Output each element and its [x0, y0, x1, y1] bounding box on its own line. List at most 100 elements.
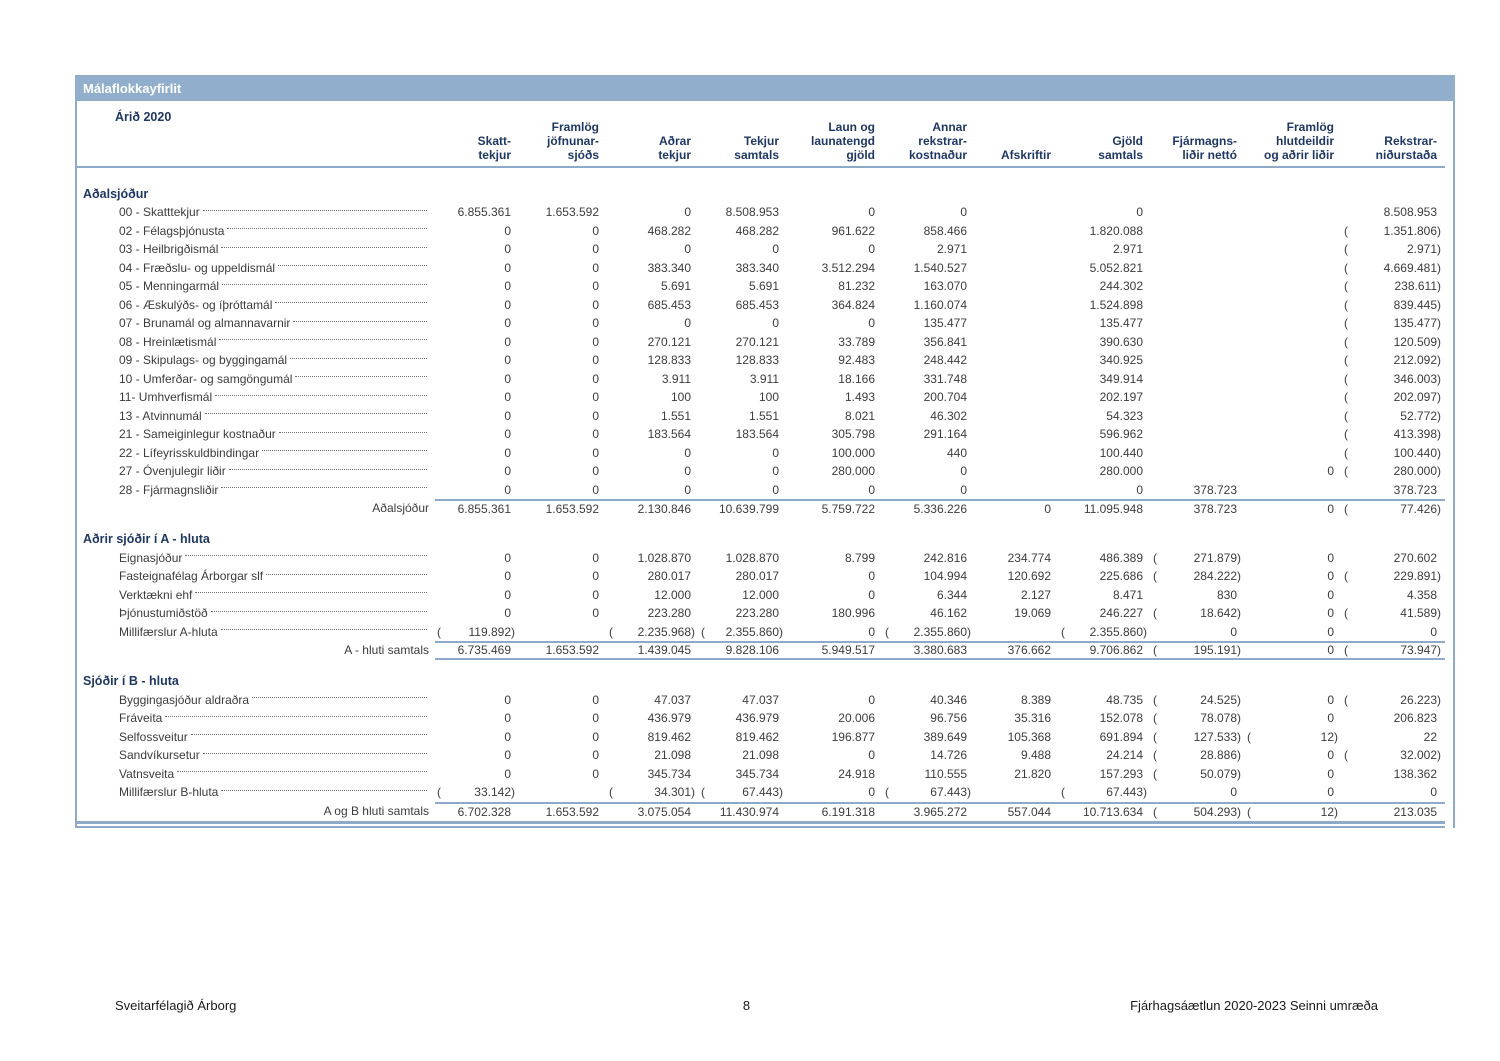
value-cell: (4.669.481)	[1344, 260, 1441, 275]
footer-company: Sveitarfélagið Árborg	[115, 998, 237, 1013]
value-cell: 6.735.469	[435, 641, 519, 660]
malaflokkayfirlit-table: Málaflokkayfirlit Árið 2020 Skatt- tekju…	[75, 75, 1455, 828]
value-cell	[1245, 444, 1342, 463]
footer-document: Fjárhagsáætlun 2020-2023 Seinni umræða	[1130, 998, 1378, 1013]
value-cell: 468.282	[735, 223, 779, 238]
dotted-leader	[290, 357, 427, 359]
total-row-label: A - hluti samtals	[344, 643, 429, 658]
value-cell	[1151, 277, 1245, 296]
value-cell: (127.533)	[1153, 729, 1241, 744]
table-section: Sjóðir í B - hluta Byggingasjóður aldraðr…	[77, 672, 1445, 821]
row-label: 00 - Skatttekjur	[77, 203, 435, 222]
dotted-leader	[177, 771, 427, 773]
value-cell: 0	[504, 729, 511, 744]
value-cell: 436.979	[735, 711, 779, 726]
value-cell	[1151, 222, 1245, 241]
row-label: Þjónustumiðstöð	[77, 604, 435, 623]
value-cell	[1151, 388, 1245, 407]
dotted-leader	[252, 697, 427, 699]
value-cell: 0	[504, 242, 511, 257]
row-label: 28 - Fjármagnsliðir	[77, 481, 435, 500]
value-cell: (2.355.860)	[701, 624, 783, 639]
col-header-tekjur-samtals: Tekjur samtals	[734, 134, 779, 162]
value-cell: 0	[1327, 748, 1334, 763]
row-label: Millifærslur A-hluta	[77, 623, 435, 642]
value-cell: 6.191.318	[787, 801, 883, 821]
value-cell: 10.713.634	[1059, 801, 1151, 821]
dotted-leader	[227, 228, 427, 230]
value-cell: 0	[592, 279, 599, 294]
col-header-skatttekjur: Skatt- tekjur	[477, 134, 511, 162]
value-cell	[975, 388, 1059, 407]
value-cell: 0	[684, 205, 691, 220]
value-cell: (50.079)	[1153, 766, 1241, 781]
value-cell: (34.301)	[609, 785, 695, 800]
value-cell: 0	[504, 711, 511, 726]
value-cell: 0	[504, 297, 511, 312]
dotted-leader	[222, 283, 427, 285]
value-cell	[975, 425, 1059, 444]
value-cell	[975, 462, 1059, 481]
table-header: Árið 2020 Skatt- tekjur Framlög jöfnunar…	[77, 101, 1445, 168]
value-cell: 8.471	[1112, 587, 1143, 602]
value-cell	[1151, 240, 1245, 259]
value-cell	[1151, 407, 1245, 426]
value-cell: 223.280	[647, 606, 691, 621]
value-cell: 11.095.948	[1059, 499, 1151, 518]
table-row: 00 - Skatttekjur 6.855.361 1.653.592 0 8.508…	[77, 203, 1445, 222]
value-cell: (839.445)	[1344, 297, 1441, 312]
value-cell: 1.540.527	[913, 260, 967, 275]
value-cell: 248.442	[923, 353, 967, 368]
value-cell: 0	[504, 482, 511, 497]
value-cell	[975, 296, 1059, 315]
table-row: Verktækni ehf 0 0 12.000 12.000 0 6.344 2.127 8.…	[77, 586, 1445, 605]
value-cell: 858.466	[923, 223, 967, 238]
value-cell: 0	[1230, 785, 1237, 800]
value-cell: 48.735	[1106, 692, 1143, 707]
value-cell: 33.789	[838, 334, 875, 349]
table-row: Selfossveitur 0 0 819.462 819.462 196.877 389.…	[77, 728, 1445, 747]
value-cell: (77.426)	[1342, 499, 1445, 518]
value-cell: (195.191)	[1151, 641, 1245, 660]
value-cell: 18.166	[838, 371, 875, 386]
value-cell	[1151, 259, 1245, 278]
value-cell: (119.892)	[437, 624, 515, 639]
table-row: 07 - Brunamál og almannavarnir 0 0 0 0 0 135.4…	[77, 314, 1445, 333]
value-cell: 100.000	[831, 445, 875, 460]
value-cell: 3.075.054	[607, 801, 699, 821]
value-cell: (26.223)	[1344, 692, 1441, 707]
value-cell	[975, 314, 1059, 333]
value-cell: 0	[960, 482, 967, 497]
value-cell: 2.127	[1020, 587, 1051, 602]
value-cell: 0	[592, 711, 599, 726]
value-cell: 0	[960, 464, 967, 479]
value-cell: 3.911	[749, 371, 779, 386]
table-section: Aðalsjóður 00 - Skatttekjur 6.855.361 1.653…	[77, 184, 1445, 518]
value-cell: (32.002)	[1344, 748, 1441, 763]
col-header-fjarmagnslidir: Fjármagns- liðir nettó	[1172, 134, 1237, 162]
value-cell: 0	[772, 482, 779, 497]
col-header-rekstrarnidurstada: Rekstrar- niðurstaða	[1375, 134, 1437, 162]
total-row-label: A og B hluti samtals	[323, 803, 429, 818]
value-cell	[1151, 333, 1245, 352]
dotted-leader	[165, 715, 427, 717]
value-cell: 0	[592, 445, 599, 460]
value-cell: 0	[504, 316, 511, 331]
value-cell: 340.925	[1099, 353, 1143, 368]
value-cell: (67.443)	[885, 785, 971, 800]
value-cell: 0	[504, 766, 511, 781]
value-cell	[975, 333, 1059, 352]
value-cell: 486.389	[1099, 550, 1143, 565]
value-cell: 120.692	[1007, 569, 1051, 584]
value-cell: 1.653.592	[519, 641, 607, 660]
value-cell: 0	[592, 427, 599, 442]
value-cell: 0	[592, 550, 599, 565]
value-cell: 9.828.106	[699, 641, 787, 660]
table-row: Eignasjóður 0 0 1.028.870 1.028.870 8.799 242.…	[77, 549, 1445, 568]
value-cell: 8.389	[1020, 692, 1051, 707]
value-cell: 961.622	[831, 223, 875, 238]
table-frame: Árið 2020 Skatt- tekjur Framlög jöfnunar…	[75, 101, 1455, 828]
value-cell: 1.653.592	[545, 205, 599, 220]
value-cell: 356.841	[923, 334, 967, 349]
value-cell: 110.555	[924, 766, 968, 781]
